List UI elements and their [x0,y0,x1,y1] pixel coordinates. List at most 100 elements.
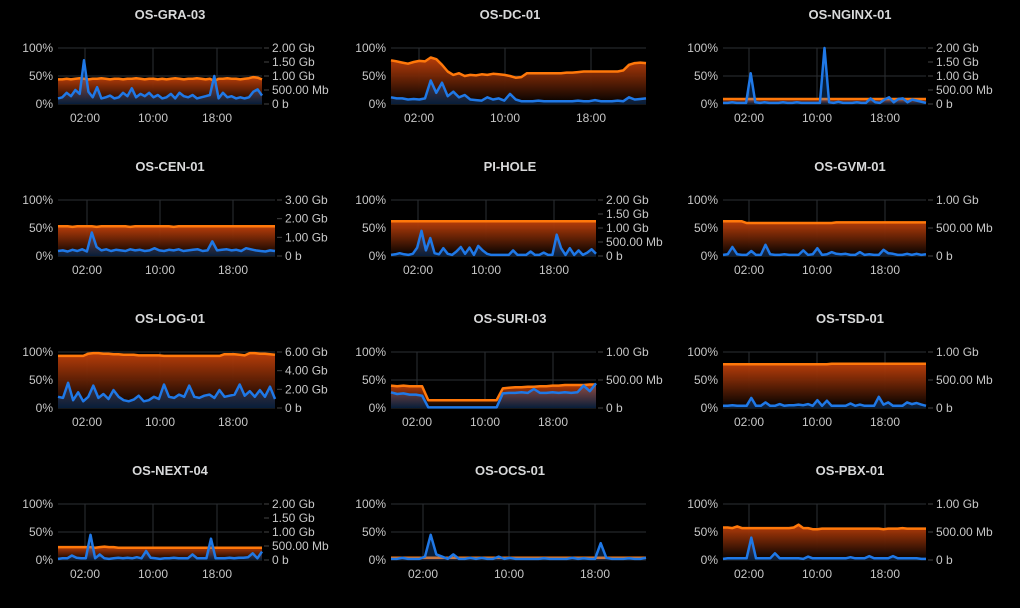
y-right-tick-label: 0 b [285,401,302,415]
x-tick-label: 02:00 [734,567,764,581]
cpu-line [723,364,926,365]
y-right-tick-label: 0 b [606,249,623,263]
y-right-tick-label: 2.00 Gb [285,212,328,226]
y-right-tick-label: 500.00 Mb [606,235,663,249]
y-right-tick-label: 1.00 Gb [936,69,979,83]
x-tick-label: 10:00 [138,567,168,581]
y-left-tick-label: 0% [36,249,54,263]
cpu-area [723,221,926,256]
y-left-tick-label: 100% [22,193,53,207]
y-right-tick-label: 1.00 Gb [936,345,979,359]
y-right-tick-label: 500.00 Mb [936,221,993,235]
y-right-tick-label: 0 b [936,553,953,567]
y-right-tick-label: 500.00 Mb [272,539,329,553]
x-tick-label: 18:00 [580,567,610,581]
x-tick-label: 02:00 [72,415,102,429]
y-right-tick-label: 500.00 Mb [606,373,663,387]
x-tick-label: 10:00 [470,415,500,429]
x-tick-label: 02:00 [734,263,764,277]
y-right-tick-label: 0 b [936,401,953,415]
x-tick-label: 02:00 [402,415,432,429]
y-right-tick-label: 500.00 Mb [936,373,993,387]
x-tick-label: 02:00 [70,111,100,125]
y-left-tick-label: 50% [694,373,718,387]
x-tick-label: 10:00 [145,415,175,429]
y-left-tick-label: 100% [687,41,718,55]
y-left-tick-label: 100% [687,193,718,207]
y-left-tick-label: 50% [694,221,718,235]
y-left-tick-label: 50% [362,69,386,83]
y-right-tick-label: 2.00 Gb [606,193,649,207]
cpu-line [723,525,926,530]
y-left-tick-label: 0% [369,553,387,567]
y-left-tick-label: 50% [694,69,718,83]
y-left-tick-label: 100% [22,41,53,55]
x-tick-label: 18:00 [870,567,900,581]
y-right-tick-label: 1.50 Gb [272,55,315,69]
x-tick-label: 02:00 [403,263,433,277]
y-right-tick-label: 0 b [606,401,623,415]
y-right-tick-label: 0 b [936,97,953,111]
y-left-tick-label: 50% [362,221,386,235]
x-tick-label: 18:00 [218,263,248,277]
y-left-tick-label: 0% [36,97,54,111]
y-right-tick-label: 0 b [272,97,289,111]
y-left-tick-label: 50% [29,525,53,539]
y-right-tick-label: 1.50 Gb [936,55,979,69]
x-tick-label: 02:00 [734,415,764,429]
cpu-line [723,221,926,223]
y-right-tick-label: 4.00 Gb [285,364,328,378]
y-left-tick-label: 50% [29,373,53,387]
x-tick-label: 02:00 [404,111,434,125]
x-tick-label: 10:00 [471,263,501,277]
x-tick-label: 18:00 [870,111,900,125]
y-right-tick-label: 500.00 Mb [272,83,329,97]
x-tick-label: 10:00 [802,415,832,429]
y-left-tick-label: 100% [355,345,386,359]
y-right-tick-label: 500.00 Mb [936,525,993,539]
x-tick-label: 18:00 [538,415,568,429]
x-tick-label: 10:00 [145,263,175,277]
y-left-tick-label: 100% [687,497,718,511]
y-left-tick-label: 0% [701,249,719,263]
y-right-tick-label: 1.50 Gb [272,511,315,525]
x-tick-label: 18:00 [202,111,232,125]
y-left-tick-label: 0% [36,401,54,415]
y-right-tick-label: 1.00 Gb [606,221,649,235]
x-tick-label: 18:00 [539,263,569,277]
y-left-tick-label: 0% [369,97,387,111]
x-tick-label: 10:00 [802,567,832,581]
y-right-tick-label: 1.00 Gb [272,525,315,539]
y-right-tick-label: 0 b [285,249,302,263]
x-tick-label: 10:00 [802,111,832,125]
y-left-tick-label: 100% [22,497,53,511]
x-tick-label: 10:00 [490,111,520,125]
x-tick-label: 18:00 [870,263,900,277]
y-right-tick-label: 1.00 Gb [285,230,328,244]
y-right-tick-label: 1.00 Gb [272,69,315,83]
y-right-tick-label: 1.00 Gb [936,497,979,511]
y-left-tick-label: 0% [36,553,54,567]
x-tick-label: 02:00 [72,263,102,277]
y-left-tick-label: 0% [369,401,387,415]
y-right-tick-label: 0 b [936,249,953,263]
y-right-tick-label: 1.50 Gb [606,207,649,221]
y-left-tick-label: 100% [22,345,53,359]
